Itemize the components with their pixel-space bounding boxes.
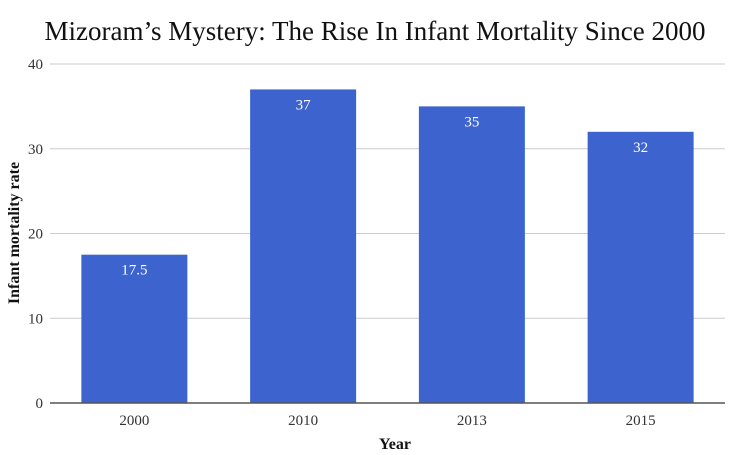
y-tick-label: 0 <box>36 396 44 412</box>
bar-value-label: 17.5 <box>121 263 147 279</box>
x-tick-label: 2015 <box>626 413 656 429</box>
x-tick-label: 2000 <box>119 413 149 429</box>
bar-value-label: 37 <box>296 97 312 113</box>
bar-2015 <box>587 131 694 404</box>
y-tick-label: 40 <box>28 57 43 73</box>
chart-title: Mizoram’s Mystery: The Rise In Infant Mo… <box>45 16 706 46</box>
bar-value-label: 35 <box>464 114 479 130</box>
data-labels: 17.5 37 35 32 <box>121 97 648 278</box>
bar-value-label: 32 <box>633 140 648 156</box>
y-tick-label: 30 <box>28 142 43 158</box>
y-tick-label: 20 <box>28 227 43 243</box>
x-tick-label: 2013 <box>457 413 487 429</box>
y-tick-label: 10 <box>28 311 43 327</box>
y-axis-label: Infant mortality rate <box>6 162 23 304</box>
bar-2013 <box>418 106 525 403</box>
bar-2010 <box>250 89 357 404</box>
bars <box>81 89 694 404</box>
x-axis-ticks: 2000 2010 2013 2015 <box>119 413 655 429</box>
x-axis-label: Year <box>379 436 411 453</box>
x-tick-label: 2010 <box>288 413 318 429</box>
y-axis-ticks: 0 10 20 30 40 <box>28 57 43 412</box>
bar-2000 <box>81 254 188 403</box>
